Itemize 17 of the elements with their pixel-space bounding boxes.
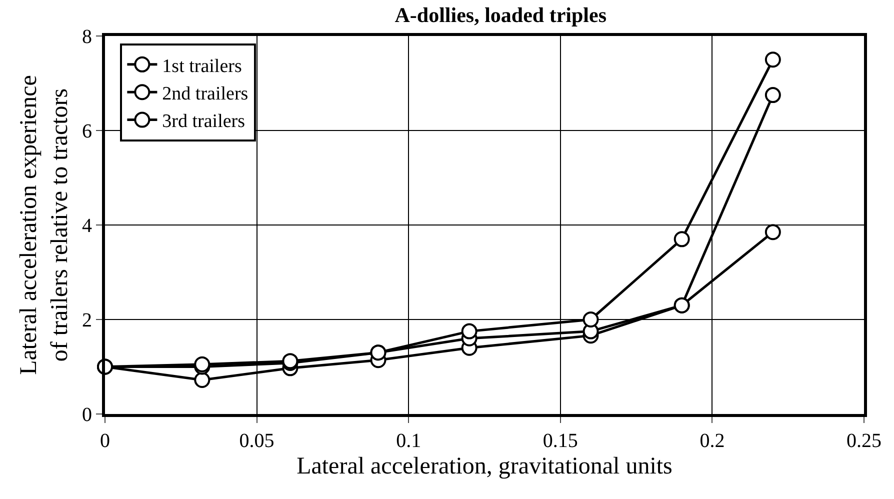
x-tick-label: 0.1 [396, 430, 422, 452]
y-tick-label: 2 [82, 310, 92, 332]
y-tick-label: 0 [82, 404, 92, 426]
x-tick-label: 0.05 [239, 430, 274, 452]
y-tick-label: 8 [82, 26, 92, 48]
legend-label: 1st trailers [162, 56, 242, 77]
x-tick-label: 0.25 [846, 430, 882, 452]
x-tick-label: 0 [100, 430, 110, 452]
y-tick-label: 4 [82, 215, 92, 237]
legend-label: 3rd trailers [162, 111, 246, 132]
y-axis-title: Lateral acceleration experience of trailers relative to tractors [16, 75, 74, 375]
x-tick-label: 0.2 [700, 430, 725, 452]
legend-label: 2nd trailers [162, 84, 248, 105]
y-tick-label: 6 [82, 120, 92, 142]
x-axis-title: Lateral acceleration, gravitational units [296, 453, 672, 480]
x-tick-label: 0.15 [542, 430, 578, 452]
chart-title: A-dollies, loaded triples [394, 3, 607, 28]
